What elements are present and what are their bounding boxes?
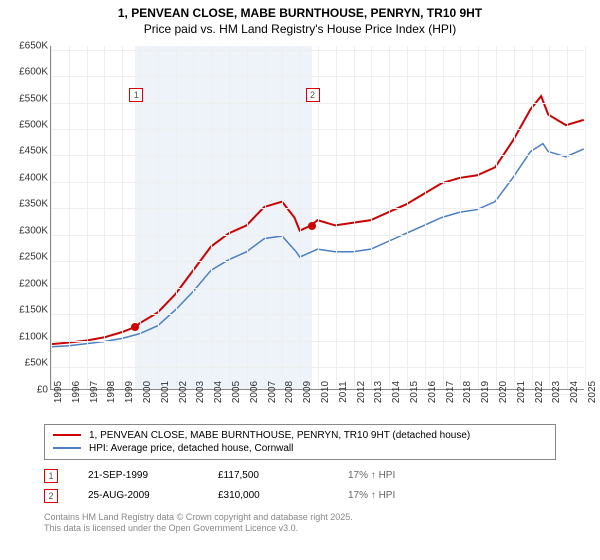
y-axis: £0 £50K £100K £150K £200K £250K £300K £350K £400… bbox=[10, 42, 50, 420]
transaction-price: £310,000 bbox=[218, 490, 348, 501]
footer-line-1: Contains HM Land Registry data © Crown c… bbox=[44, 512, 556, 524]
y-tick-label: £0 bbox=[37, 384, 48, 395]
x-tick-label: 2018 bbox=[462, 380, 473, 402]
legend-item: 1, PENVEAN CLOSE, MABE BURNTHOUSE, PENRY… bbox=[53, 429, 547, 442]
x-tick-label: 2002 bbox=[178, 380, 189, 402]
y-tick-label: £650K bbox=[19, 40, 48, 51]
marker-dot-2 bbox=[308, 222, 316, 230]
x-tick-label: 2008 bbox=[284, 380, 295, 402]
x-tick-label: 2023 bbox=[551, 380, 562, 402]
x-tick-label: 2024 bbox=[569, 380, 580, 402]
transaction-row: 2 25-AUG-2009£310,00017% ↑ HPI bbox=[44, 486, 556, 506]
chart-subtitle: Price paid vs. HM Land Registry's House … bbox=[0, 22, 600, 42]
transaction-price: £117,500 bbox=[218, 470, 348, 481]
x-tick-label: 2019 bbox=[480, 380, 491, 402]
y-tick-label: £300K bbox=[19, 225, 48, 236]
legend: 1, PENVEAN CLOSE, MABE BURNTHOUSE, PENRY… bbox=[44, 424, 556, 460]
plot-area: 12 bbox=[50, 46, 584, 390]
x-tick-label: 2009 bbox=[302, 380, 313, 402]
x-tick-label: 2001 bbox=[160, 380, 171, 402]
x-tick-label: 1999 bbox=[124, 380, 135, 402]
x-axis: 1995199619971998199920002001200220032004… bbox=[50, 390, 584, 420]
x-tick-label: 2006 bbox=[249, 380, 260, 402]
x-tick-label: 2010 bbox=[320, 380, 331, 402]
y-tick-label: £550K bbox=[19, 93, 48, 104]
y-tick-label: £200K bbox=[19, 278, 48, 289]
x-tick-label: 2005 bbox=[231, 380, 242, 402]
chart-title: 1, PENVEAN CLOSE, MABE BURNTHOUSE, PENRY… bbox=[0, 0, 600, 22]
x-tick-label: 2015 bbox=[409, 380, 420, 402]
transaction-row: 1 21-SEP-1999£117,50017% ↑ HPI bbox=[44, 466, 556, 486]
x-tick-label: 1995 bbox=[53, 380, 64, 402]
footer-line-2: This data is licensed under the Open Gov… bbox=[44, 523, 556, 535]
transactions-table: 1 21-SEP-1999£117,50017% ↑ HPI 2 25-AUG-200… bbox=[44, 466, 556, 506]
legend-label: 1, PENVEAN CLOSE, MABE BURNTHOUSE, PENRY… bbox=[89, 430, 470, 441]
x-tick-label: 2000 bbox=[142, 380, 153, 402]
x-tick-label: 1996 bbox=[71, 380, 82, 402]
y-tick-label: £350K bbox=[19, 199, 48, 210]
x-tick-label: 2022 bbox=[534, 380, 545, 402]
x-tick-label: 2007 bbox=[267, 380, 278, 402]
x-tick-label: 2003 bbox=[195, 380, 206, 402]
x-tick-label: 1998 bbox=[106, 380, 117, 402]
y-tick-label: £150K bbox=[19, 305, 48, 316]
x-tick-label: 2020 bbox=[498, 380, 509, 402]
x-tick-label: 2021 bbox=[516, 380, 527, 402]
y-tick-label: £250K bbox=[19, 252, 48, 263]
marker-dot-1 bbox=[131, 323, 139, 331]
chart-area: £0 £50K £100K £150K £200K £250K £300K £350K £400… bbox=[10, 42, 590, 420]
y-tick-label: £400K bbox=[19, 172, 48, 183]
x-tick-label: 2012 bbox=[356, 380, 367, 402]
transaction-delta: 17% ↑ HPI bbox=[348, 490, 478, 501]
x-tick-label: 2017 bbox=[445, 380, 456, 402]
legend-item: HPI: Average price, detached house, Corn… bbox=[53, 442, 547, 455]
transaction-id-box: 1 bbox=[44, 469, 58, 483]
legend-swatch bbox=[53, 447, 81, 449]
x-tick-label: 2014 bbox=[391, 380, 402, 402]
x-tick-label: 2016 bbox=[427, 380, 438, 402]
y-tick-label: £50K bbox=[25, 358, 48, 369]
transaction-delta: 17% ↑ HPI bbox=[348, 470, 478, 481]
x-tick-label: 2025 bbox=[587, 380, 598, 402]
y-tick-label: £450K bbox=[19, 146, 48, 157]
y-tick-label: £100K bbox=[19, 331, 48, 342]
transaction-id-box: 2 bbox=[44, 489, 58, 503]
y-tick-label: £600K bbox=[19, 67, 48, 78]
footer-attribution: Contains HM Land Registry data © Crown c… bbox=[44, 512, 556, 535]
y-tick-label: £500K bbox=[19, 119, 48, 130]
marker-flag-1: 1 bbox=[129, 88, 143, 102]
legend-label: HPI: Average price, detached house, Corn… bbox=[89, 443, 293, 454]
x-tick-label: 1997 bbox=[89, 380, 100, 402]
transaction-date: 21-SEP-1999 bbox=[88, 470, 218, 481]
x-tick-label: 2011 bbox=[338, 381, 349, 403]
x-tick-label: 2013 bbox=[373, 380, 384, 402]
legend-swatch bbox=[53, 434, 81, 436]
transaction-date: 25-AUG-2009 bbox=[88, 490, 218, 501]
marker-flag-2: 2 bbox=[306, 88, 320, 102]
x-tick-label: 2004 bbox=[213, 380, 224, 402]
